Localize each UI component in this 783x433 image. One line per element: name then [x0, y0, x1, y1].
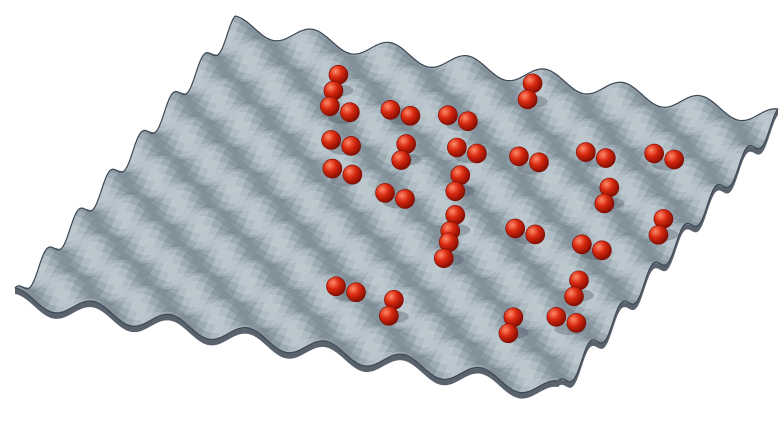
surface-edge — [14, 15, 236, 290]
dimer — [321, 130, 361, 156]
atom-sphere — [375, 183, 395, 203]
dimer — [509, 146, 549, 174]
atom-sphere — [340, 102, 360, 123]
atom-sphere — [664, 149, 684, 170]
atom-sphere — [321, 130, 341, 150]
atom-sphere — [564, 286, 584, 307]
atom-sphere — [566, 313, 587, 333]
atom-sphere — [592, 240, 612, 261]
atom-sphere — [380, 99, 401, 120]
atom-sphere — [322, 158, 343, 179]
atom-sphere — [445, 181, 466, 202]
dimer — [594, 177, 625, 214]
atom-sphere — [438, 105, 458, 125]
atom-sphere — [505, 218, 526, 239]
dimer — [447, 137, 487, 164]
dimer-layer — [320, 64, 684, 344]
surface-edge — [557, 108, 779, 383]
dimer — [375, 183, 415, 209]
dimer — [380, 99, 421, 126]
atom-sphere — [517, 89, 538, 110]
dimer — [391, 134, 422, 170]
dimer — [517, 73, 548, 110]
atom-sphere — [341, 136, 361, 156]
atom-sphere — [648, 225, 669, 245]
atom-sphere — [447, 137, 467, 158]
dimer — [505, 218, 546, 245]
dimer — [323, 64, 354, 101]
atom-sphere — [458, 111, 478, 131]
atom-sphere — [525, 224, 546, 245]
atom-sphere — [467, 143, 487, 164]
atom-sphere — [391, 150, 411, 170]
dimer — [546, 307, 587, 336]
dimer — [445, 165, 476, 202]
atom-sphere — [594, 193, 615, 214]
atom-sphere — [644, 143, 664, 164]
atom-sphere — [320, 96, 340, 117]
atom-sphere — [342, 164, 363, 185]
atom-sphere — [546, 307, 567, 327]
atom-sphere — [400, 105, 421, 126]
atom-sphere — [572, 234, 592, 255]
surface-edge — [234, 15, 779, 122]
dimer — [572, 234, 612, 261]
atom-sphere — [596, 148, 616, 168]
atom-sphere — [433, 248, 454, 269]
dimer — [433, 232, 464, 269]
surface-layer — [14, 15, 779, 399]
dimer — [438, 105, 478, 131]
atom-sphere — [395, 189, 415, 209]
dimer — [322, 158, 363, 187]
atom-sphere — [529, 152, 549, 173]
dimer — [320, 96, 360, 124]
dimer — [563, 270, 594, 307]
surface-side — [15, 288, 558, 399]
atom-sphere — [576, 142, 596, 162]
dimer — [326, 276, 366, 303]
dimer — [644, 143, 684, 171]
dimer — [576, 142, 616, 168]
dimer — [648, 209, 679, 245]
atom-sphere — [509, 146, 529, 167]
surface-edge — [14, 287, 559, 394]
